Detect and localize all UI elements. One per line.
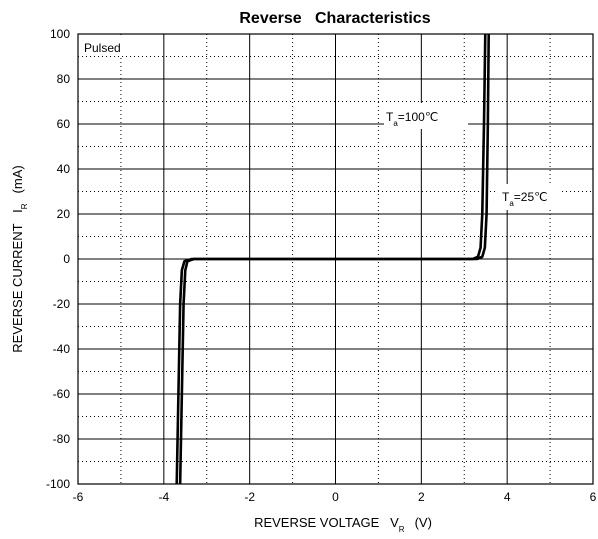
series-label-ta-25: Ta=25℃ bbox=[498, 184, 562, 210]
pulsed-note: Pulsed bbox=[84, 41, 121, 55]
svg-text:Ta=25℃: Ta=25℃ bbox=[502, 190, 548, 208]
series-line-ta-25 bbox=[175, 33, 491, 485]
series-group bbox=[175, 33, 491, 485]
x-axis-label-main: REVERSE VOLTAGE V bbox=[254, 515, 399, 530]
svg-text:Ta=100℃: Ta=100℃ bbox=[386, 110, 438, 128]
chart-title: Reverse Characteristics bbox=[239, 10, 430, 27]
y-axis-label-sub: R bbox=[20, 203, 29, 209]
y-tick-label: 20 bbox=[57, 207, 71, 221]
y-tick-label: 80 bbox=[57, 72, 71, 86]
x-tick-label: 2 bbox=[418, 490, 425, 504]
series-label-ta-25-main: T bbox=[502, 190, 510, 204]
y-tick-label: 40 bbox=[57, 162, 71, 176]
y-tick-labels: 100 80 60 40 20 0 -20 -40 -60 -80 -100 bbox=[46, 27, 70, 491]
y-tick-label: 60 bbox=[57, 117, 71, 131]
y-tick-label: 100 bbox=[50, 27, 70, 41]
series-label-ta-100: Ta=100℃ bbox=[384, 103, 468, 129]
x-tick-labels: -6 -4 -2 0 2 4 6 bbox=[73, 490, 597, 504]
y-tick-label: -20 bbox=[53, 297, 71, 311]
x-tick-label: -2 bbox=[244, 490, 255, 504]
x-tick-label: 0 bbox=[332, 490, 339, 504]
series-label-ta-100-background bbox=[384, 103, 468, 129]
series-label-ta-25-rest: =25℃ bbox=[514, 190, 548, 204]
y-axis-label-unit: (mA) bbox=[10, 165, 25, 193]
pulsed-note-background bbox=[80, 37, 132, 56]
y-tick-label: -100 bbox=[46, 477, 70, 491]
x-tick-label: -6 bbox=[73, 490, 84, 504]
x-tick-label: -4 bbox=[158, 490, 169, 504]
y-axis-label: REVERSE CURRENT IR (mA) bbox=[10, 165, 29, 352]
series-label-ta-25-background bbox=[498, 184, 562, 210]
x-tick-label: 4 bbox=[504, 490, 511, 504]
series-label-ta-25-sub: a bbox=[509, 199, 514, 208]
x-axis-label-sub: R bbox=[399, 525, 405, 534]
series-label-ta-100-rest: =100℃ bbox=[398, 110, 439, 124]
y-tick-label: -60 bbox=[53, 387, 71, 401]
x-tick-label: 6 bbox=[590, 490, 597, 504]
y-tick-label: -40 bbox=[53, 342, 71, 356]
x-axis-label: REVERSE VOLTAGE VR (V) bbox=[254, 515, 432, 534]
y-tick-label: -80 bbox=[53, 432, 71, 446]
series-label-ta-100-sub: a bbox=[393, 119, 398, 128]
x-axis-label-unit: (V) bbox=[415, 515, 432, 530]
y-tick-label: 0 bbox=[63, 252, 70, 266]
y-axis-label-main: REVERSE CURRENT I bbox=[10, 209, 25, 353]
series-label-ta-100-main: T bbox=[386, 110, 394, 124]
plot-frame bbox=[77, 33, 594, 485]
